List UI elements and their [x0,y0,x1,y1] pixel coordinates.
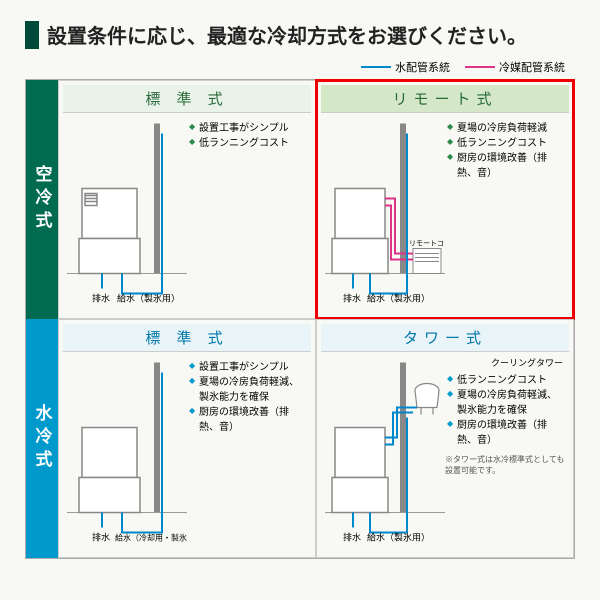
label-tower: クーリングタワー [445,356,565,369]
bullet: 設置工事がシンプル [189,121,305,136]
label-supply: 給水（製氷用） [367,293,430,304]
label-drain: 排水 [92,532,110,543]
label-drain: 排水 [343,532,361,543]
diagram-water-std: 排水 給水（冷却用・製氷用） [67,356,187,549]
bullets-water-tower: 低ランニングコスト 夏場の冷房負荷軽減、製氷能力を確保 厨房の環境改善（排熱、音… [445,369,565,452]
legend-refrig-line [465,66,495,68]
bullets-air-std: 設置工事がシンプル 低ランニングコスト [187,117,307,310]
cell-header: タワー式 [321,324,569,352]
bullet: 厨房の環境改善（排熱、音） [189,405,305,435]
cell-header: 標 準 式 [63,85,311,113]
bullet: 夏場の冷房負荷軽減 [447,121,563,136]
cell-header: 標 準 式 [63,324,311,352]
label-supply: 給水（冷却用・製氷用） [115,533,187,543]
legend-refrig-label: 冷媒配管系統 [499,59,565,75]
cooling-type-grid: 空冷式 標 準 式 排水 [25,79,575,559]
bullets-air-remote: 夏場の冷房負荷軽減 低ランニングコスト 厨房の環境改善（排熱、音） [445,117,565,310]
bullets-water-std: 設置工事がシンプル 夏場の冷房負荷軽減、製氷能力を確保 厨房の環境改善（排熱、音… [187,356,307,549]
bullet: 厨房の環境改善（排熱、音） [447,151,563,181]
cell-header: リモート式 [321,85,569,113]
cell-air-standard: 標 準 式 排水 給水（製氷用 [58,80,316,319]
bullet: 設置工事がシンプル [189,360,305,375]
row-label-water: 水冷式 [26,319,58,558]
label-condenser: リモートコンデンサー [409,239,445,248]
note: ※タワー式は水冷標準式としても設置可能です。 [445,454,565,476]
bullet: 低ランニングコスト [447,373,563,388]
legend-water-pipe: 水配管系統 [361,59,450,75]
diagram-air-std: 排水 給水（製氷用） [67,117,187,310]
bullet: 厨房の環境改善（排熱、音） [447,418,563,448]
cell-air-remote: リモート式 [316,80,574,319]
legend: 水配管系統 冷媒配管系統 [25,59,575,75]
diagram-air-remote: 排水 給水（製氷用） リモートコンデンサー [325,117,445,310]
label-supply: 給水（製氷用） [117,293,180,304]
legend-water-line [361,66,391,68]
cell-water-standard: 標 準 式 排水 給水（冷却用・製氷用） [58,319,316,558]
label-drain: 排水 [343,293,361,304]
label-supply: 給水（製氷用） [367,532,430,543]
title-accent-bar [25,21,39,49]
bullet: 低ランニングコスト [447,136,563,151]
title-row: 設置条件に応じ、最適な冷却方式をお選びください。 [25,20,575,49]
bullet: 夏場の冷房負荷軽減、製氷能力を確保 [447,388,563,418]
legend-water-label: 水配管系統 [395,59,450,75]
legend-refrig-pipe: 冷媒配管系統 [465,59,565,75]
bullet: 低ランニングコスト [189,136,305,151]
page-title: 設置条件に応じ、最適な冷却方式をお選びください。 [47,20,527,49]
label-drain: 排水 [92,293,110,304]
bullet: 夏場の冷房負荷軽減、製氷能力を確保 [189,375,305,405]
cell-water-tower: タワー式 [316,319,574,558]
row-label-air: 空冷式 [26,80,58,319]
diagram-water-tower: 排水 給水（製氷用） [325,356,445,549]
